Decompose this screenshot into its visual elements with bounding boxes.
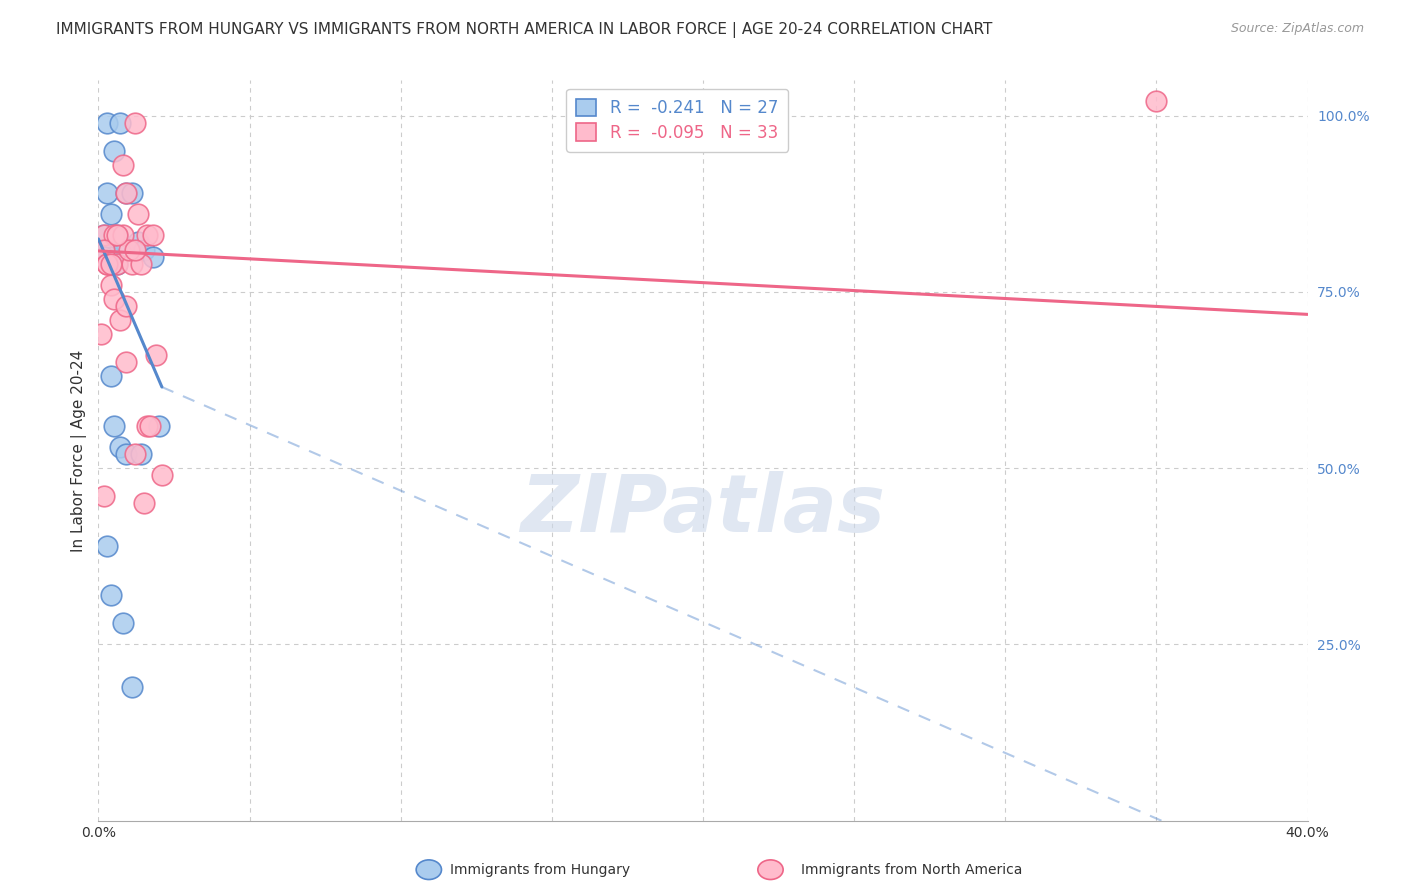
- Point: [142, 228, 165, 243]
- Point: [111, 158, 134, 172]
- Point: [96, 115, 118, 129]
- Text: ZIPatlas: ZIPatlas: [520, 471, 886, 549]
- Point: [100, 277, 122, 292]
- Point: [132, 243, 155, 257]
- Point: [127, 235, 149, 250]
- Point: [124, 447, 146, 461]
- Point: [148, 418, 170, 433]
- Point: [127, 207, 149, 221]
- Point: [114, 186, 136, 200]
- Point: [114, 355, 136, 369]
- Point: [103, 144, 125, 158]
- Point: [108, 440, 131, 454]
- Point: [93, 489, 115, 503]
- Point: [114, 186, 136, 200]
- Text: Immigrants from Hungary: Immigrants from Hungary: [450, 863, 630, 877]
- Point: [103, 228, 125, 243]
- Point: [96, 186, 118, 200]
- Y-axis label: In Labor Force | Age 20-24: In Labor Force | Age 20-24: [72, 350, 87, 551]
- Text: IMMIGRANTS FROM HUNGARY VS IMMIGRANTS FROM NORTH AMERICA IN LABOR FORCE | AGE 20: IMMIGRANTS FROM HUNGARY VS IMMIGRANTS FR…: [56, 22, 993, 38]
- Point: [124, 243, 146, 257]
- Point: [142, 250, 165, 264]
- Point: [100, 257, 122, 271]
- Point: [129, 447, 152, 461]
- Point: [93, 228, 115, 243]
- Point: [105, 257, 128, 271]
- Point: [132, 496, 155, 510]
- Legend: R =  -0.241   N = 27, R =  -0.095   N = 33: R = -0.241 N = 27, R = -0.095 N = 33: [567, 88, 787, 152]
- Point: [96, 257, 118, 271]
- Point: [111, 228, 134, 243]
- Point: [96, 257, 118, 271]
- Point: [105, 228, 128, 243]
- Point: [93, 228, 115, 243]
- Point: [93, 250, 115, 264]
- Point: [105, 228, 128, 243]
- Point: [111, 243, 134, 257]
- Point: [100, 369, 122, 384]
- Point: [93, 243, 115, 257]
- Point: [111, 616, 134, 631]
- Point: [150, 468, 173, 483]
- Point: [118, 243, 141, 257]
- Point: [121, 257, 143, 271]
- Point: [96, 539, 118, 553]
- Point: [139, 418, 162, 433]
- Point: [90, 327, 112, 342]
- Point: [100, 250, 122, 264]
- Point: [114, 447, 136, 461]
- Point: [108, 313, 131, 327]
- Point: [96, 243, 118, 257]
- Point: [124, 115, 146, 129]
- Point: [1144, 95, 1167, 109]
- Point: [129, 257, 152, 271]
- Point: [103, 292, 125, 306]
- Point: [100, 207, 122, 221]
- Point: [135, 228, 157, 243]
- Point: [114, 299, 136, 313]
- Point: [103, 418, 125, 433]
- Point: [145, 348, 167, 362]
- Point: [121, 680, 143, 694]
- Point: [135, 418, 157, 433]
- Point: [105, 257, 128, 271]
- Point: [100, 588, 122, 602]
- Point: [108, 115, 131, 129]
- Text: Immigrants from North America: Immigrants from North America: [801, 863, 1022, 877]
- Point: [121, 186, 143, 200]
- Text: Source: ZipAtlas.com: Source: ZipAtlas.com: [1230, 22, 1364, 36]
